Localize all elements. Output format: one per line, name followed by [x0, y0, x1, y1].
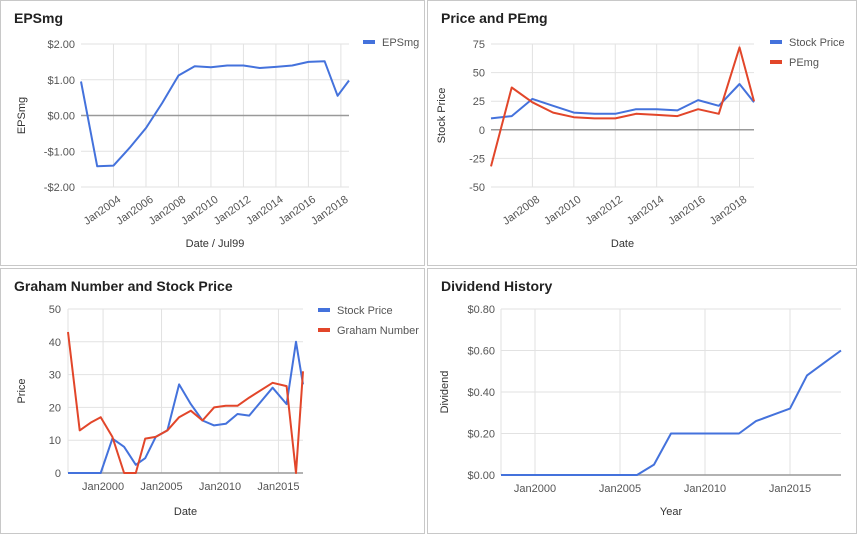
legend-label: Graham Number	[337, 325, 419, 337]
x-tick-label: Jan2018	[309, 194, 350, 228]
x-tick-label: Jan2005	[599, 483, 641, 495]
chart-title: Dividend History	[441, 278, 553, 294]
y-tick-label: $1.00	[47, 75, 75, 87]
x-tick-label: Jan2018	[708, 194, 749, 228]
y-tick-label: $0.40	[467, 387, 495, 399]
x-tick-label: Jan2008	[501, 194, 542, 228]
graham-chart-panel: Graham Number and Stock Price 50 40 30 20 10…	[0, 268, 425, 534]
y-tick-label: $0.80	[467, 304, 495, 316]
y-tick-label: 50	[49, 304, 61, 316]
y-tick-label: 75	[473, 39, 485, 51]
x-tick-label: Jan2000	[514, 483, 556, 495]
legend-label: EPSmg	[382, 37, 419, 49]
y-axis-title: Price	[16, 378, 28, 403]
y-tick-label: -50	[469, 182, 485, 194]
price-pe-chart-panel: Price and PEmg 75 50 25 0 -25 -50 Jan2008 Jan20…	[427, 0, 857, 266]
chart-title: Price and PEmg	[441, 10, 548, 26]
legend-label: Stock Price	[337, 305, 393, 317]
y-axis-title: EPSmg	[16, 97, 28, 134]
legend-swatch	[363, 40, 375, 44]
x-tick-label: Jan2015	[257, 481, 299, 493]
x-axis-title: Year	[660, 506, 683, 518]
series-line-epsmg	[80, 60, 350, 168]
dividend-chart-panel: Dividend History $0.80 $0.60 $0.40 $0.20 $0.…	[427, 268, 857, 534]
legend-label: Stock Price	[789, 37, 845, 49]
y-tick-label: $0.60	[467, 346, 495, 358]
dividend-chart: $0.80 $0.60 $0.40 $0.20 $0.00 Jan2000 Jan2005 J…	[439, 304, 842, 518]
x-tick-label: Jan2010	[684, 483, 726, 495]
y-axis-title: Dividend	[439, 371, 451, 414]
x-axis-title: Date / Jul99	[186, 238, 245, 250]
y-tick-label: $0.20	[467, 429, 495, 441]
y-tick-label: 0	[55, 468, 61, 480]
x-tick-label: Jan2000	[82, 481, 124, 493]
y-tick-label: -$1.00	[44, 146, 75, 158]
legend-swatch	[318, 308, 330, 312]
series-line-dividend	[501, 349, 842, 476]
series-line-stock-price	[490, 83, 755, 120]
y-axis-title: Stock Price	[436, 88, 448, 144]
y-tick-label: 0	[479, 125, 485, 137]
y-tick-label: 40	[49, 337, 61, 349]
y-tick-label: 10	[49, 435, 61, 447]
eps-chart: $2.00$1.00$0.00-$1.00-$2.00Jan2004Jan200…	[16, 37, 419, 250]
series-line-pemg	[490, 46, 755, 167]
x-tick-label: Jan2005	[140, 481, 182, 493]
series-line-stock-price	[68, 340, 304, 474]
y-tick-label: $0.00	[467, 470, 495, 482]
y-tick-label: $2.00	[47, 39, 75, 51]
x-tick-label: Jan2014	[625, 194, 666, 228]
chart-title: Graham Number and Stock Price	[14, 278, 233, 294]
x-tick-label: Jan2010	[542, 194, 583, 228]
legend-swatch	[770, 60, 782, 64]
y-tick-label: 50	[473, 68, 485, 80]
legend-label: PEmg	[789, 57, 819, 69]
y-tick-label: 30	[49, 370, 61, 382]
legend-swatch	[770, 40, 782, 44]
series-line-graham-number	[67, 331, 304, 474]
chart-title: EPSmg	[14, 10, 64, 26]
x-axis-title: Date	[611, 238, 634, 250]
graham-chart: 50 40 30 20 10 0 Jan2000 Jan2005 Jan2010 Jan2015 D…	[16, 304, 419, 518]
y-tick-label: -$2.00	[44, 182, 75, 194]
x-tick-label: Jan2015	[769, 483, 811, 495]
x-tick-label: Jan2012	[584, 194, 625, 228]
legend-swatch	[318, 328, 330, 332]
y-tick-label: 20	[49, 402, 61, 414]
eps-chart-panel: EPSmg $2.00 $1.00 $0.00 -$1.00 -$2.00 Jan2004…	[0, 0, 425, 266]
x-tick-label: Jan2010	[199, 481, 241, 493]
y-tick-label: $0.00	[47, 111, 75, 123]
x-axis-title: Date	[174, 506, 197, 518]
y-tick-label: -25	[469, 153, 485, 165]
x-tick-label: Jan2016	[666, 194, 707, 228]
y-tick-label: 25	[473, 96, 485, 108]
